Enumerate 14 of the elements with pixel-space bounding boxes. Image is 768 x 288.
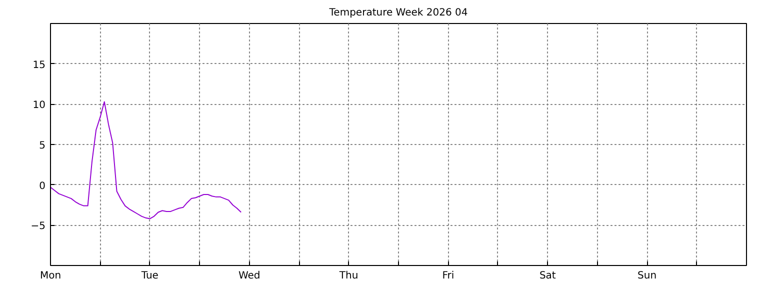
- y-tick-label: −5: [30, 221, 46, 232]
- y-tick-label: 0: [39, 180, 46, 192]
- x-tick-label: Sun: [638, 270, 657, 282]
- chart-title: Temperature Week 2026 04: [328, 8, 468, 18]
- y-tick-label: 10: [32, 100, 46, 112]
- y-tick-label: 5: [39, 140, 46, 152]
- x-tick-label: Tue: [140, 270, 158, 282]
- x-tick-label: Wed: [238, 270, 260, 282]
- line-series: [50, 101, 242, 220]
- x-tick-label: Mon: [40, 270, 62, 282]
- x-tick-label: Fri: [442, 270, 454, 282]
- x-tick-label: Thu: [338, 270, 358, 282]
- x-tick-label: Sat: [539, 270, 556, 282]
- y-tick-label: 15: [32, 60, 46, 71]
